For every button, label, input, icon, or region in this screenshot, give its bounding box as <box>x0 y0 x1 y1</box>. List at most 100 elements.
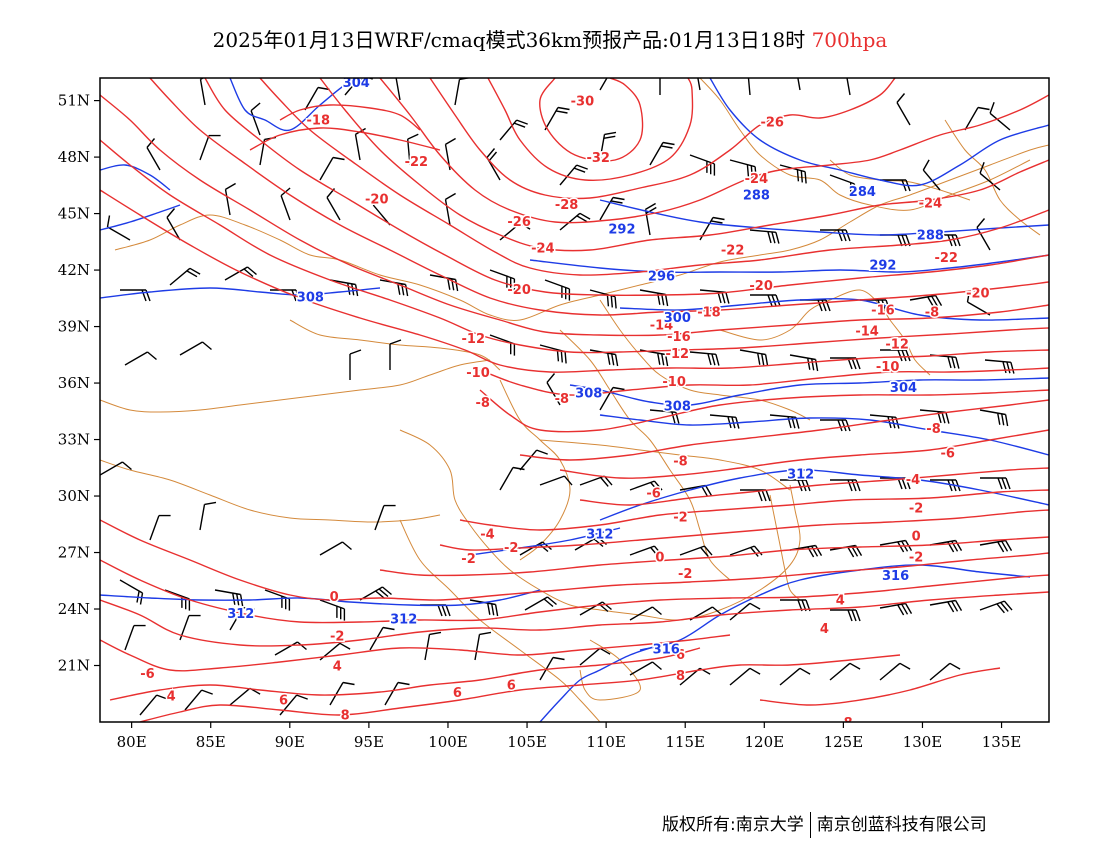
wind-barb <box>149 514 171 541</box>
height-label: 316 <box>653 643 680 658</box>
lon-label: 85E <box>196 733 226 751</box>
wind-barb <box>644 202 657 236</box>
lat-label: 21N <box>58 657 90 675</box>
temperature-label: -10 <box>662 375 686 390</box>
border-line <box>100 459 441 523</box>
wind-barb <box>989 102 1011 131</box>
temperature-label: -16 <box>871 304 895 319</box>
height-label: 296 <box>648 270 675 285</box>
height-isohypse <box>599 199 1049 236</box>
wind-barb <box>629 606 662 621</box>
map-title: 2025年01月13日WRF/cmaq模式36km预报产品:01月13日18时 … <box>0 24 1100 53</box>
temperature-label: -14 <box>855 324 879 339</box>
lat-label: 27N <box>58 544 90 562</box>
wind-barb <box>820 229 851 242</box>
temperature-label: -8 <box>925 305 939 320</box>
border-line <box>719 289 931 376</box>
wind-barb <box>919 409 950 424</box>
temperature-label: -20 <box>507 283 531 298</box>
copyright-divider <box>809 812 811 838</box>
lon-label: 90E <box>275 733 305 751</box>
lon-label: 135E <box>982 733 1022 751</box>
temperature-isotherm <box>100 559 1049 624</box>
temperature-label: -2 <box>678 567 692 582</box>
wind-barb <box>179 341 212 356</box>
wind-barb <box>689 351 720 366</box>
wind-barb <box>880 349 911 362</box>
wind-barb <box>369 626 395 651</box>
copyright-left: 版权所有:南京大学 <box>662 815 804 835</box>
wind-barb <box>922 159 941 191</box>
height-label: 308 <box>664 400 691 415</box>
temperature-label: -22 <box>721 243 745 258</box>
lat-label: 51N <box>58 92 90 110</box>
wind-barb <box>524 596 557 611</box>
lat-label: 24N <box>58 600 90 618</box>
temperature-label: -28 <box>555 198 579 213</box>
wind-barb <box>199 134 221 161</box>
temperature-label: -20 <box>966 287 990 302</box>
border-line <box>399 429 801 621</box>
wind-barb <box>740 489 771 502</box>
wind-barb <box>395 78 401 101</box>
wind-barb <box>499 222 531 241</box>
temperature-label: 8 <box>676 669 685 684</box>
temperature-label: 8 <box>844 716 853 731</box>
wind-barb <box>729 602 761 621</box>
wind-barb <box>384 681 410 706</box>
wind-barb <box>779 667 811 686</box>
lon-label: 130E <box>903 733 943 751</box>
height-isohypse <box>100 164 171 191</box>
wind-barb <box>929 599 963 613</box>
lon-label: 125E <box>824 733 864 751</box>
temperature-isotherm <box>100 189 1049 373</box>
temperature-label: -6 <box>140 667 154 682</box>
height-label: 292 <box>869 258 896 273</box>
wind-barb <box>169 267 201 286</box>
temperature-isotherm <box>204 78 1049 296</box>
height-label: 284 <box>849 185 876 200</box>
temperature-isotherm <box>100 634 731 672</box>
height-isohypse <box>599 469 1049 521</box>
wind-barb <box>274 641 307 656</box>
temperature-label: -22 <box>934 251 958 266</box>
temperature-isotherm <box>579 467 1049 506</box>
lon-label: 80E <box>117 733 147 751</box>
wind-barb <box>489 269 516 291</box>
temperature-isotherm <box>249 127 441 151</box>
lat-label: 36N <box>58 374 90 392</box>
temperature-label: -2 <box>909 550 923 565</box>
wind-barb <box>930 234 961 247</box>
wind-barb <box>319 156 345 181</box>
wind-barb <box>909 294 943 308</box>
wind-barb <box>649 141 675 166</box>
wind-barb <box>139 694 168 716</box>
temperature-label: -32 <box>586 151 610 166</box>
temperature-isotherm <box>559 429 1049 479</box>
temperature-label: 4 <box>333 660 342 675</box>
wind-barb <box>846 78 851 96</box>
temperature-label: -14 <box>650 319 674 334</box>
wind-barb <box>199 501 217 531</box>
wind-barb <box>979 539 1013 553</box>
wind-barb <box>659 78 661 95</box>
wind-barb <box>860 299 891 312</box>
lon-label: 110E <box>586 733 626 751</box>
wind-barb <box>164 589 191 611</box>
border-line <box>114 144 1049 321</box>
temperature-label: -18 <box>307 113 331 128</box>
temperature-label: 0 <box>912 530 921 545</box>
wind-barb <box>979 409 1009 427</box>
height-label: 300 <box>664 311 691 326</box>
temperature-label: 6 <box>279 693 288 708</box>
temperature-label: -8 <box>555 392 569 407</box>
wind-barb <box>769 414 800 429</box>
temperature-label: -2 <box>504 541 518 556</box>
wind-barb <box>639 289 669 307</box>
wind-barb <box>124 624 146 651</box>
height-isohypse <box>100 204 181 231</box>
wind-barb <box>579 647 611 666</box>
wind-barb <box>559 212 591 231</box>
temperature-label: -2 <box>461 552 475 567</box>
wind-barb <box>709 414 740 429</box>
